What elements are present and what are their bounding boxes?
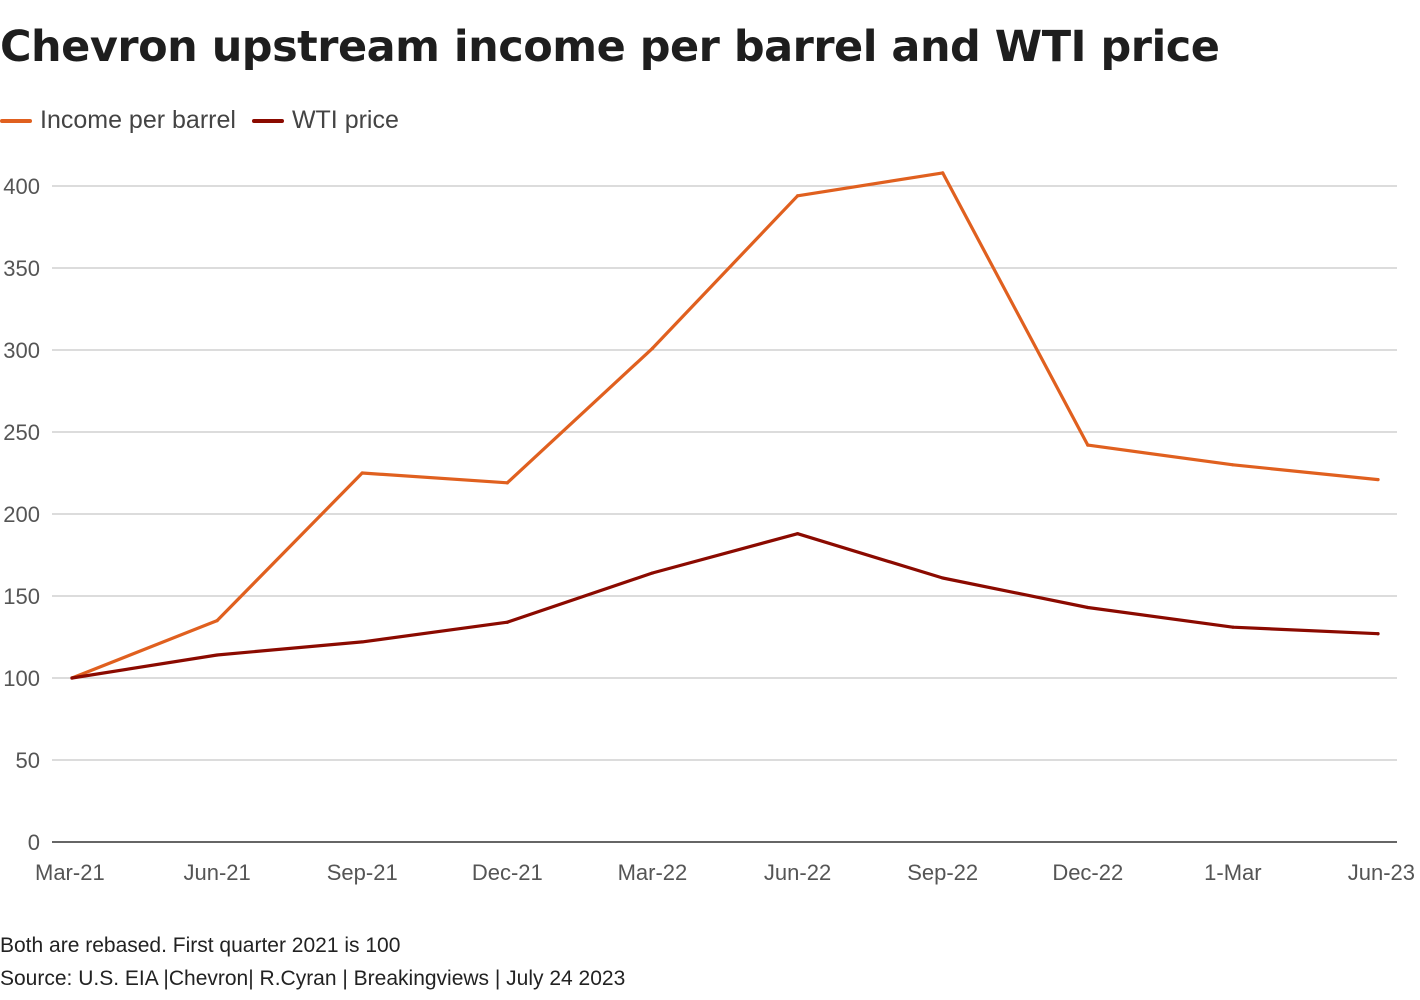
data-point-wti-price-0 (70, 676, 74, 680)
chart-title: Chevron upstream income per barrel and W… (0, 22, 1220, 72)
legend-item-wti: WTI price (251, 106, 399, 135)
data-point-income-per-barrel-3 (505, 481, 509, 485)
data-point-wti-price-6 (941, 576, 945, 580)
x-tick-label-Dec-22: Dec-22 (1052, 860, 1123, 885)
y-tick-label-100: 100 (3, 666, 40, 691)
x-tick-label-Jun-23: Jun-23 (1348, 860, 1415, 885)
legend: Income per barrel WTI price (0, 106, 415, 135)
x-tick-label-1-Mar: 1-Mar (1204, 860, 1261, 885)
y-tick-label-150: 150 (3, 584, 40, 609)
data-point-income-per-barrel-5 (795, 194, 800, 198)
x-tick-label-Sep-22: Sep-22 (907, 860, 978, 885)
data-point-income-per-barrel-2 (360, 471, 364, 475)
legend-item-income: Income per barrel (0, 106, 236, 135)
series-line-wti-price (70, 532, 1380, 680)
data-point-income-per-barrel-8 (1231, 463, 1235, 467)
data-point-income-per-barrel-6 (941, 171, 945, 175)
data-point-income-per-barrel-1 (215, 619, 219, 623)
x-tick-label-Mar-21: Mar-21 (35, 860, 105, 885)
line-chart: 0 50 100 150 200 250 300 350 400 Mar-21 Jun-21 Sep-… (3, 171, 1415, 885)
data-point-income-per-barrel-7 (1086, 443, 1090, 447)
data-point-wti-price-2 (360, 640, 364, 644)
data-point-wti-price-5 (795, 532, 800, 536)
data-point-wti-price-8 (1231, 625, 1235, 629)
y-tick-label-300: 300 (3, 338, 40, 363)
chart-note: Both are rebased. First quarter 2021 is … (0, 934, 401, 957)
data-point-wti-price-9 (1376, 632, 1380, 636)
chart-source: Source: U.S. EIA |Chevron| R.Cyran | Bre… (0, 967, 626, 990)
data-point-income-per-barrel-9 (1376, 477, 1380, 482)
series-line-income-per-barrel (70, 171, 1380, 680)
x-tick-label-Dec-21: Dec-21 (472, 860, 543, 885)
legend-label-wti: WTI price (291, 106, 399, 134)
data-point-wti-price-1 (215, 653, 219, 657)
data-point-income-per-barrel-4 (650, 346, 655, 350)
legend-swatch-income (0, 118, 32, 123)
x-tick-label-Jun-22: Jun-22 (764, 860, 831, 885)
x-tick-label-Sep-21: Sep-21 (327, 860, 398, 885)
y-tick-label-400: 400 (3, 174, 40, 199)
data-point-wti-price-3 (505, 620, 509, 624)
y-tick-label-350: 350 (3, 256, 40, 281)
legend-label-income: Income per barrel (40, 106, 236, 134)
x-tick-label-Mar-22: Mar-22 (618, 860, 688, 885)
y-tick-label-250: 250 (3, 420, 40, 445)
y-tick-label-200: 200 (3, 502, 40, 527)
y-tick-label-0: 0 (28, 830, 40, 855)
y-tick-label-50: 50 (16, 748, 40, 773)
data-point-wti-price-7 (1086, 605, 1090, 610)
legend-swatch-wti (251, 118, 284, 123)
x-tick-label-Jun-21: Jun-21 (183, 860, 250, 885)
data-point-wti-price-4 (650, 571, 655, 575)
